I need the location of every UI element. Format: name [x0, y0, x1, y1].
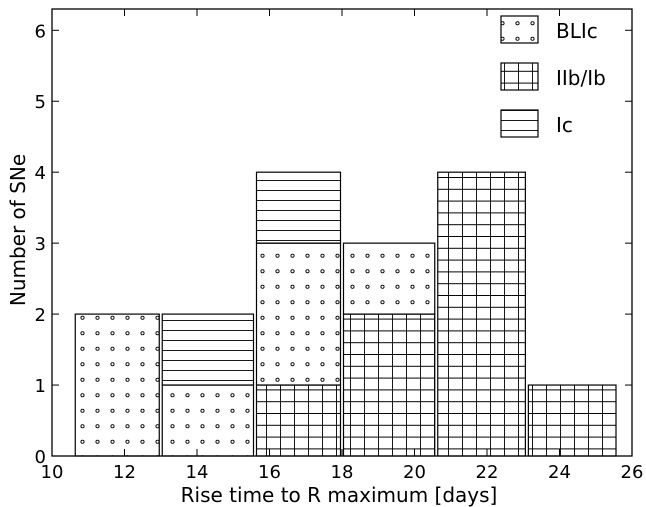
y-tick-label: 1 [35, 376, 46, 397]
bar-iib-ib-bin-3 [255, 384, 342, 457]
bar-ic-bin-3 [255, 171, 342, 244]
bar-blic-bin-3 [255, 242, 342, 386]
legend-swatch-ic [500, 109, 539, 138]
x-tick-label: 12 [113, 462, 136, 483]
x-tick-label: 18 [331, 462, 354, 483]
legend-swatch-blic [500, 15, 539, 44]
bar-blic-bin-1 [74, 313, 160, 457]
x-tick-label: 14 [186, 462, 209, 483]
legend-label-ic: Ic [556, 113, 573, 137]
y-tick-label: 0 [35, 447, 46, 468]
x-tick-label: 26 [621, 462, 644, 483]
y-tick-label: 6 [35, 21, 46, 42]
x-axis-label: Rise time to R maximum [days] [181, 483, 498, 507]
legend-swatch-iib-ib [500, 62, 539, 91]
x-tick-label: 16 [258, 462, 281, 483]
x-tick-label: 24 [548, 462, 571, 483]
bars-layer [74, 171, 617, 457]
y-axis-label: Number of SNe [6, 154, 30, 306]
bar-ic-bin-2 [161, 313, 255, 386]
x-tick-label: 22 [476, 462, 499, 483]
bar-blic-bin-4 [342, 242, 436, 315]
y-tick-label: 5 [35, 92, 46, 113]
x-tick-label: 20 [403, 462, 426, 483]
y-tick-label: 4 [35, 163, 46, 184]
bar-iib-ib-bin-6 [527, 384, 617, 457]
bar-blic-bin-2 [161, 384, 255, 457]
bar-iib-ib-bin-4 [342, 313, 436, 457]
legend-label-blic: BLIc [556, 19, 598, 43]
legend: BLIc IIb/Ib Ic [500, 15, 606, 138]
bar-iib-ib-bin-5 [437, 171, 526, 457]
y-tick-label: 3 [35, 234, 46, 255]
legend-label-iib-ib: IIb/Ib [556, 66, 606, 90]
y-tick-label: 2 [35, 305, 46, 326]
x-tick-label: 10 [41, 462, 64, 483]
